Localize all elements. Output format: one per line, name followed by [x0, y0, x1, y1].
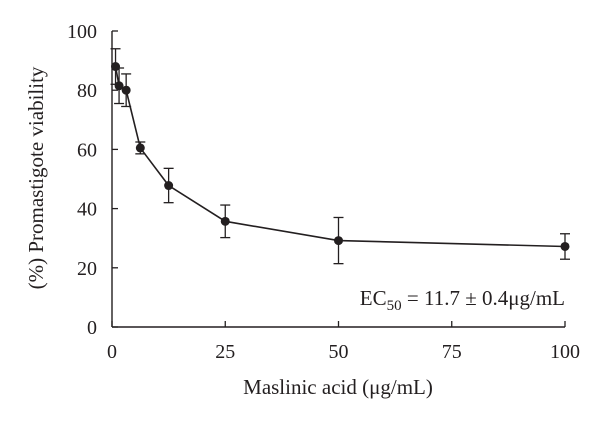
y-tick-label: 0: [87, 317, 97, 339]
axes: [111, 31, 565, 328]
y-tick-label: 20: [77, 258, 97, 280]
x-axis-label: Maslinic acid (μg/mL): [243, 375, 433, 399]
data-point: [111, 62, 121, 72]
data-points: [111, 62, 570, 251]
y-axis-label: (%) Promastigote viability: [24, 66, 48, 289]
x-tick-label: 75: [442, 341, 462, 363]
ec50-annotation: EC50 = 11.7 ± 0.4μg/mL: [360, 286, 565, 314]
error-bars: [110, 48, 570, 265]
x-tick-label: 100: [550, 341, 580, 363]
data-point: [121, 85, 131, 95]
data-point: [560, 241, 570, 251]
ec50-subscript: 50: [387, 298, 402, 314]
y-tick-label: 60: [77, 139, 97, 161]
y-tick-label: 40: [77, 199, 97, 221]
data-point: [164, 181, 174, 191]
x-tick-label: 25: [215, 341, 235, 363]
data-point: [334, 236, 343, 246]
x-tick-label: 0: [107, 341, 117, 363]
ec50-label: EC: [360, 286, 387, 310]
y-tick-label: 100: [67, 21, 97, 43]
tick-labels: 0 20 40 60 80 100 0 25 50 75 100: [67, 21, 580, 363]
data-point: [114, 81, 124, 91]
data-point: [135, 143, 145, 153]
ticks: [111, 30, 566, 328]
series-line: [114, 66, 566, 248]
x-tick-label: 50: [329, 341, 349, 363]
data-point: [220, 216, 230, 226]
ec50-value: = 11.7 ± 0.4μg/mL: [402, 286, 565, 310]
y-tick-label: 80: [77, 80, 97, 102]
